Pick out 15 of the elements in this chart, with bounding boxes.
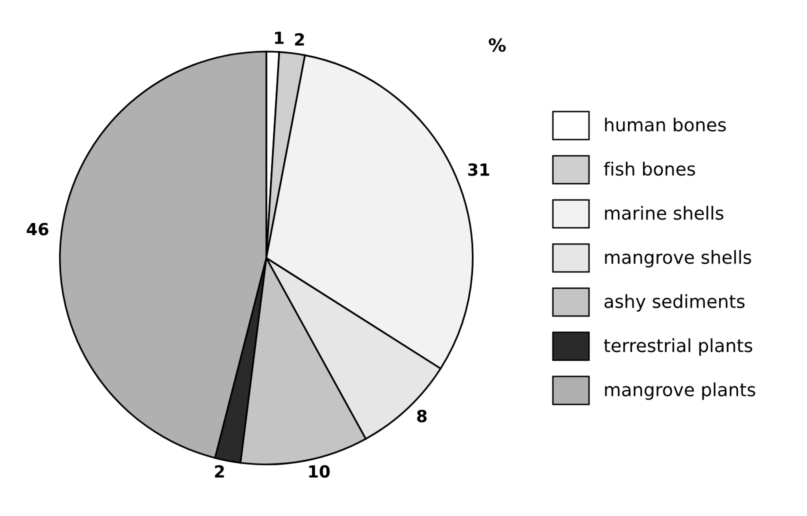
data-label: 31	[468, 163, 490, 176]
legend-label: mangrove shells	[605, 250, 752, 268]
data-label: 46	[26, 222, 48, 236]
legend-label: fish bones	[604, 162, 696, 176]
legend-label: ashy sediments	[604, 294, 745, 312]
data-label: 2	[215, 465, 224, 478]
legend-label: marine shells	[605, 206, 724, 220]
data-label: 10	[309, 465, 330, 478]
data-label: 1	[275, 32, 284, 44]
legend-label: human bones	[605, 118, 726, 132]
legend-label: mangrove plants	[605, 382, 756, 400]
data-label: 2	[295, 33, 304, 46]
text: %	[488, 38, 506, 52]
legend-label: terrestrial plants	[604, 338, 752, 356]
data-label: 8	[417, 410, 427, 422]
